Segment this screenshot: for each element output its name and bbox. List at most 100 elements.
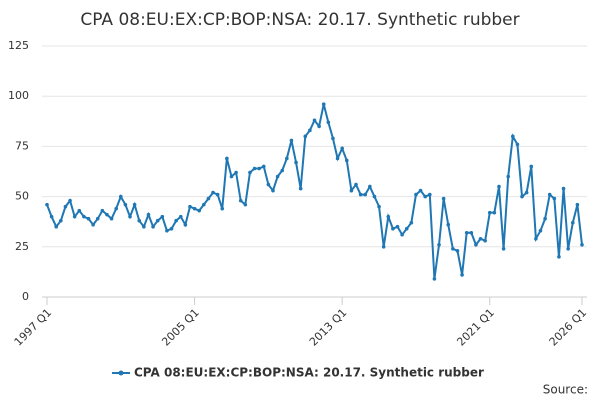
point <box>128 214 132 219</box>
point <box>169 226 174 231</box>
point <box>511 134 515 139</box>
legend-marker <box>118 370 124 376</box>
x-tick-label: 1997 Q1 <box>12 306 55 349</box>
point <box>238 198 243 203</box>
point <box>271 188 275 193</box>
point <box>155 218 160 223</box>
y-tick-label: 50 <box>15 190 29 203</box>
point <box>570 220 575 225</box>
point <box>183 222 188 227</box>
point <box>215 192 220 197</box>
point <box>178 214 183 219</box>
point <box>331 136 335 141</box>
point <box>474 242 478 247</box>
point <box>524 190 529 195</box>
point <box>86 216 91 221</box>
x-tick-label: 2013 Q1 <box>307 306 350 349</box>
point <box>483 238 487 243</box>
point <box>211 190 215 195</box>
point <box>165 228 169 233</box>
point <box>455 249 460 253</box>
point <box>575 202 580 207</box>
point <box>409 220 414 225</box>
point <box>547 192 552 197</box>
point <box>340 146 344 151</box>
point <box>432 277 437 281</box>
point <box>225 156 229 161</box>
point <box>188 204 192 209</box>
point <box>248 170 252 175</box>
point <box>335 156 340 161</box>
point <box>557 255 561 259</box>
point <box>45 202 49 207</box>
legend-label: CPA 08:EU:EX:CP:BOP:NSA: 20.17. Syntheti… <box>134 366 484 380</box>
point <box>100 208 105 213</box>
point <box>132 202 137 207</box>
point <box>114 206 118 211</box>
point <box>344 158 349 163</box>
point <box>317 124 321 129</box>
point <box>418 188 423 193</box>
point <box>137 218 142 223</box>
point <box>538 228 543 233</box>
point <box>243 202 248 207</box>
point <box>142 224 146 229</box>
point <box>377 204 381 209</box>
point <box>381 245 386 249</box>
point <box>63 204 68 209</box>
point <box>160 214 165 219</box>
point <box>566 247 570 251</box>
point <box>368 184 372 189</box>
point <box>372 194 377 199</box>
point <box>192 206 197 211</box>
point <box>146 212 151 217</box>
point <box>580 242 584 247</box>
point <box>451 247 455 251</box>
point <box>446 222 451 227</box>
point <box>123 202 128 207</box>
y-tick-label: 75 <box>15 139 29 152</box>
series-line <box>46 103 583 280</box>
point <box>441 196 446 201</box>
point <box>197 208 201 213</box>
point <box>252 166 257 171</box>
point <box>289 138 294 143</box>
point <box>206 196 211 201</box>
point <box>321 102 326 107</box>
point <box>312 118 317 123</box>
point <box>298 186 303 191</box>
y-tick-label: 125 <box>8 39 29 52</box>
point <box>478 236 483 241</box>
point <box>68 198 72 203</box>
point <box>266 182 271 187</box>
point <box>515 142 520 147</box>
point <box>400 232 404 237</box>
point <box>492 210 497 215</box>
point <box>423 194 427 199</box>
x-tick-label: 2005 Q1 <box>159 306 202 349</box>
x-tick-label: 2026 Q1 <box>547 306 590 349</box>
point <box>552 196 557 201</box>
point <box>308 128 312 133</box>
point <box>118 194 123 199</box>
point <box>349 188 354 193</box>
point <box>275 174 280 179</box>
y-tick-label: 100 <box>8 89 29 102</box>
point <box>529 164 534 169</box>
point <box>501 247 506 251</box>
point <box>358 192 363 197</box>
point <box>257 166 261 171</box>
point <box>234 170 238 175</box>
point <box>487 210 492 215</box>
point <box>49 214 54 219</box>
point <box>294 160 298 165</box>
point <box>534 236 538 241</box>
y-tick-label: 25 <box>15 240 29 253</box>
point <box>220 206 225 211</box>
point <box>280 168 285 173</box>
point <box>59 218 63 223</box>
point <box>404 226 409 231</box>
point <box>460 273 464 277</box>
point <box>464 230 469 235</box>
